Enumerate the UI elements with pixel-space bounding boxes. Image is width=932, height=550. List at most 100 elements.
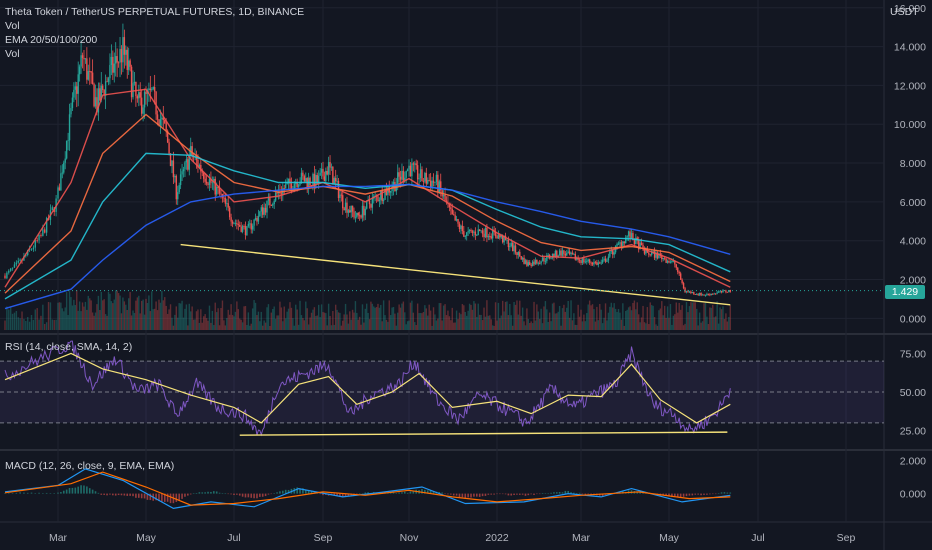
candle-body: [539, 262, 541, 264]
volume-bar: [195, 311, 198, 330]
volume-bar: [656, 325, 659, 330]
volume-bar: [380, 304, 382, 330]
candle-body: [19, 259, 21, 261]
candle-body: [574, 254, 577, 260]
candle-body: [453, 214, 455, 216]
candle-body: [276, 192, 278, 194]
volume-bar: [586, 313, 588, 330]
volume-bar: [415, 325, 417, 330]
rsi-legend[interactable]: RSI (14, close, SMA, 14, 2): [5, 341, 133, 353]
candle-body: [464, 236, 466, 237]
volume-bar: [483, 307, 485, 330]
candle-body: [371, 198, 374, 208]
macd-histogram-bar: [132, 493, 134, 497]
vol-legend-2[interactable]: Vol: [5, 48, 20, 60]
volume-bar: [207, 320, 209, 330]
ema-legend[interactable]: EMA 20/50/100/200: [5, 34, 98, 46]
macd-histogram-bar: [538, 493, 541, 495]
candle-body: [145, 91, 147, 94]
macd-legend[interactable]: MACD (12, 26, close, 9, EMA, EMA): [5, 460, 175, 472]
volume-bar: [666, 306, 669, 330]
volume-bar: [28, 321, 31, 330]
candle-body: [481, 230, 484, 234]
volume-bar: [110, 301, 113, 330]
macd-histogram-bar: [100, 493, 103, 495]
candle-body: [253, 219, 255, 226]
candle-body: [60, 173, 62, 191]
volume-bar: [250, 323, 252, 330]
macd-histogram-bar: [450, 493, 452, 495]
volume-bar: [274, 318, 277, 330]
candle-body: [305, 178, 307, 182]
volume-bar: [303, 320, 306, 330]
price-axis-label: 14.000: [894, 42, 926, 54]
macd-histogram-bar: [441, 492, 443, 494]
volume-bar: [323, 312, 326, 330]
candle-body: [499, 234, 501, 238]
macd-histogram-bar: [401, 492, 403, 494]
volume-bar: [668, 317, 670, 330]
candle-body: [519, 251, 521, 257]
candle-body: [588, 259, 591, 263]
volume-bar: [289, 302, 291, 330]
candle-body: [353, 211, 355, 218]
time-axis-label: Mar: [572, 532, 591, 544]
candle-body: [336, 180, 338, 182]
macd-histogram-bar: [261, 493, 264, 497]
rsi-trendline: [239, 431, 728, 436]
volume-bar: [696, 308, 698, 330]
volume-bar: [270, 312, 273, 330]
volume-bar: [712, 304, 714, 330]
volume-bar: [333, 324, 335, 330]
volume-bar: [471, 309, 474, 330]
macd-histogram-bar: [129, 493, 131, 496]
candle-body: [203, 172, 205, 179]
symbol-title[interactable]: Theta Token / TetherUS PERPETUAL FUTURES…: [5, 6, 305, 18]
candle-body: [429, 180, 432, 187]
candle-body: [662, 257, 664, 260]
macd-histogram-bar: [15, 492, 18, 494]
volume-bar: [709, 307, 711, 330]
volume-bar: [682, 325, 685, 330]
volume-bar: [607, 312, 610, 330]
volume-bar: [563, 304, 565, 330]
volume-bar: [96, 304, 98, 330]
candle-body: [524, 260, 527, 264]
candle-body: [162, 117, 165, 120]
volume-bar: [240, 319, 242, 330]
candle-body: [648, 252, 650, 255]
candle-body: [249, 223, 251, 225]
candle-body: [630, 233, 633, 239]
volume-bar: [717, 323, 720, 330]
macd-histogram-bar: [694, 493, 697, 495]
volume-bar: [273, 306, 275, 330]
candle-body: [451, 209, 453, 215]
candle-body: [719, 290, 721, 292]
candle-body: [217, 186, 219, 188]
candle-body: [309, 177, 311, 186]
macd-histogram-bar: [493, 493, 495, 495]
macd-histogram-bar: [236, 493, 238, 495]
candle-body: [571, 252, 574, 255]
volume-bar: [405, 324, 407, 330]
candle-body: [297, 184, 300, 188]
macd-histogram-bar: [700, 493, 702, 496]
vol-legend[interactable]: Vol: [5, 20, 20, 32]
volume-bar: [548, 312, 551, 330]
volume-bar: [490, 319, 492, 330]
volume-bar: [698, 312, 701, 330]
macd-histogram-bar: [507, 493, 510, 496]
volume-bar: [310, 312, 313, 330]
candle-body: [177, 192, 179, 200]
macd-histogram-bar: [703, 493, 705, 495]
candle-body: [239, 224, 241, 227]
volume-bar: [276, 315, 278, 330]
volume-bar: [11, 313, 14, 330]
volume-bar: [226, 317, 228, 330]
volume-bar: [612, 307, 614, 330]
volume-bar: [239, 318, 241, 330]
macd-histogram-bar: [184, 493, 186, 497]
volume-bar: [473, 301, 475, 330]
macd-axis-label: 0.000: [900, 489, 926, 501]
